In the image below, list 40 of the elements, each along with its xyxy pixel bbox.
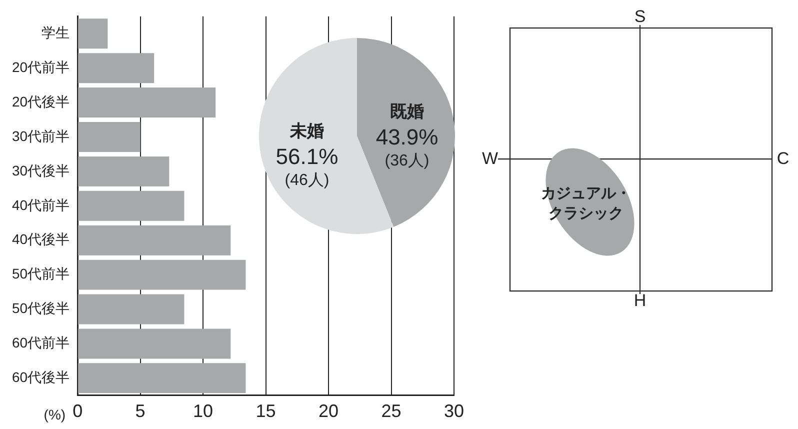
y-tick-label: 40代前半 xyxy=(12,196,70,213)
annotation: (46人) xyxy=(284,172,330,190)
x-tick-label: 20 xyxy=(318,401,339,422)
bar xyxy=(78,122,140,152)
y-tick-label: 30代前半 xyxy=(12,128,70,144)
x-tick-label: 15 xyxy=(256,401,276,422)
y-tick-label: 学生 xyxy=(42,24,70,40)
y-tick-label: 20代後半 xyxy=(12,93,70,110)
x-tick-label: 5 xyxy=(135,401,146,422)
y-tick-label: 30代後半 xyxy=(12,162,70,178)
y-tick-label: 20代前半 xyxy=(12,58,70,75)
annotation: (36人) xyxy=(384,152,430,170)
bar xyxy=(78,328,231,359)
slice-label: 既婚 xyxy=(390,102,424,121)
y-tick-label: 60代前半 xyxy=(12,334,70,351)
text: S xyxy=(634,7,646,27)
bar xyxy=(78,225,231,256)
text: W xyxy=(482,149,498,169)
x-tick-label: 25 xyxy=(381,401,402,422)
y-tick-label: 50代後半 xyxy=(12,300,70,316)
y-tick-label: 50代前半 xyxy=(12,266,70,282)
bar xyxy=(78,190,184,221)
bar xyxy=(78,53,154,84)
x-tick-label: 30 xyxy=(444,401,464,422)
y-tick-label: 60代後半 xyxy=(12,369,70,386)
bar xyxy=(78,363,246,394)
data-label: 56.1% xyxy=(276,144,338,169)
text: H xyxy=(634,291,646,311)
y-tick-label: 40代後半 xyxy=(12,231,70,248)
x-tick-label: 10 xyxy=(193,401,214,422)
bar xyxy=(78,156,170,186)
bar xyxy=(78,88,216,118)
bar xyxy=(78,260,246,290)
slice-label: 未婚 xyxy=(288,121,324,140)
data-label: 43.9% xyxy=(376,124,438,150)
bar xyxy=(78,294,184,324)
bar xyxy=(78,18,108,49)
text: C xyxy=(776,149,790,169)
x-tick-label: 0 xyxy=(72,401,83,422)
x-axis-title: (%) xyxy=(44,406,66,422)
